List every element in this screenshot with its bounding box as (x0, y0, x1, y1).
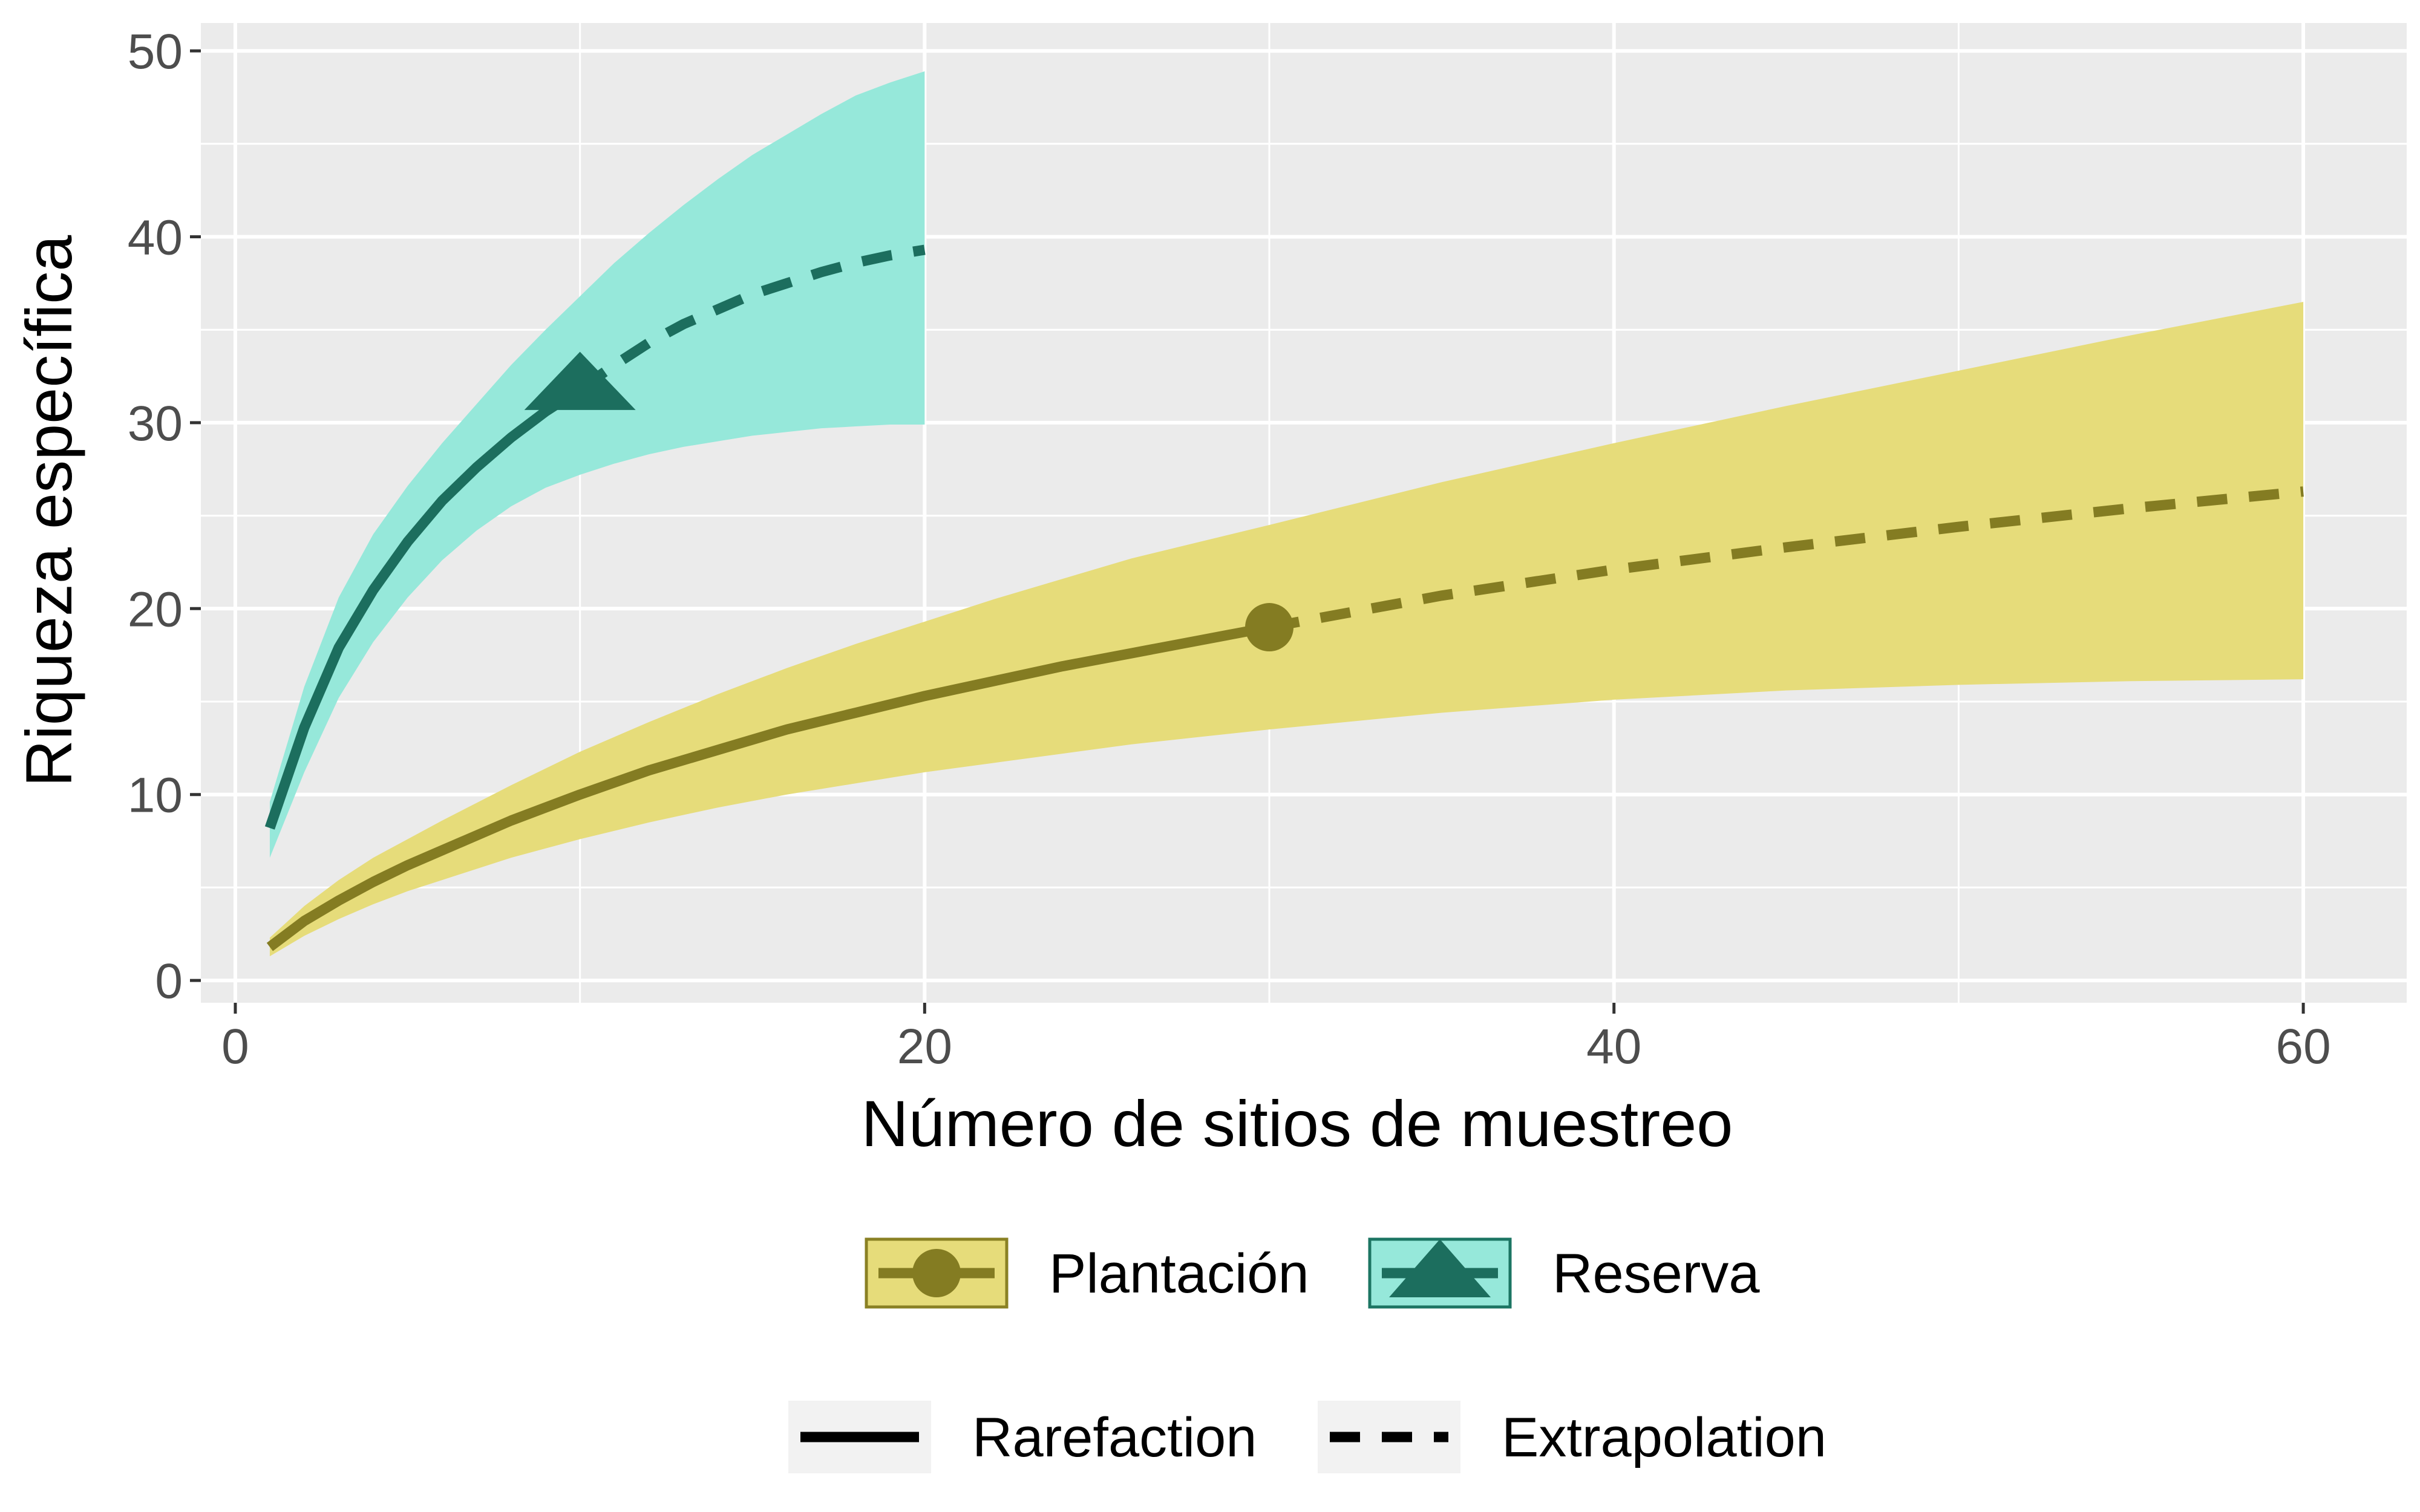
legend-label-plantación: Plantación (1049, 1243, 1309, 1305)
y-tick-label: 0 (155, 954, 183, 1009)
x-tick-label: 0 (221, 1019, 249, 1074)
x-tick-label: 40 (1586, 1019, 1641, 1074)
y-tick-label: 30 (128, 396, 183, 451)
linetype-legend: Rarefaction Extrapolation (788, 1401, 1826, 1473)
y-tick-label: 20 (128, 582, 183, 637)
legend-key-marker-plantación (912, 1249, 961, 1297)
legend-label-extrapolation: Extrapolation (1502, 1407, 1826, 1468)
x-tick-label: 60 (2275, 1019, 2330, 1074)
observed-point-plantación (1245, 603, 1293, 651)
legend-label-rarefaction: Rarefaction (972, 1407, 1257, 1468)
x-tick-label: 20 (897, 1019, 952, 1074)
legend-label-reserva: Reserva (1552, 1243, 1760, 1305)
y-tick-label: 40 (128, 210, 183, 266)
y-axis-title: Riqueza específica (12, 235, 85, 787)
y-tick-label: 10 (128, 768, 183, 823)
x-axis-title: Número de sitios de muestreo (862, 1087, 1733, 1160)
y-tick-label: 50 (128, 24, 183, 79)
color-legend: Plantación Reserva (866, 1239, 1760, 1307)
